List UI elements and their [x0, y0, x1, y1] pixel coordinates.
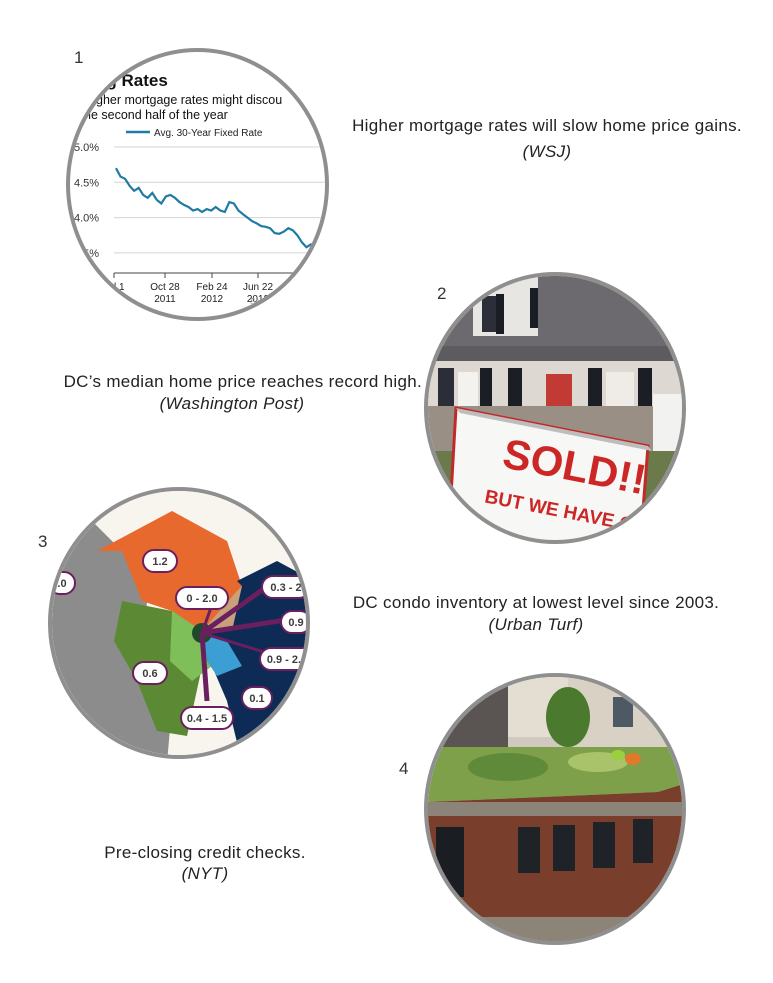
- headline-1: Higher mortgage rates will slow home pri…: [352, 116, 742, 135]
- map-label-text: 0.9: [288, 617, 303, 629]
- map-label-bubble: [142, 549, 178, 573]
- item-caption-2: DC’s median home price reaches record hi…: [42, 372, 422, 414]
- item-number-1: 1: [74, 48, 84, 67]
- chart-subtitle-1: gher mortgage rates might discou: [96, 93, 282, 107]
- x-tick-label: 2012: [247, 294, 270, 305]
- y-tick-label: 3.5%: [74, 248, 99, 260]
- dc-map-circle: 1.2 0 - 2.0 0.3 - 2 0.9 0.9 - 2.4 0.6 0.1 0.4 -…: [48, 487, 310, 759]
- map-label-bubble: [132, 661, 168, 685]
- chart-y-ticks: 5.0% 4.5% 4.0% 3.5%: [74, 142, 99, 260]
- map-label-text: 0.3 - 2: [270, 582, 301, 594]
- chart-title: ng Rates: [96, 71, 168, 90]
- green-roof-photo-circle: [424, 673, 686, 945]
- map-label-bubble: [180, 706, 234, 730]
- rate-series-line: [115, 167, 321, 252]
- source-3: (Urban Turf): [488, 615, 584, 634]
- map-label-text: 0 - 2.0: [186, 593, 217, 605]
- map-label-text: .0: [57, 578, 66, 590]
- y-tick-label: 4.5%: [74, 177, 99, 189]
- headline-2: DC’s median home price reaches record hi…: [63, 372, 422, 391]
- map-labels: 1.2 0 - 2.0 0.3 - 2 0.9 0.9 - 2.4 0.6 0.1 0.4 -…: [52, 549, 308, 730]
- x-tick-label: Oct 28: [150, 282, 180, 293]
- map-label-bubble: [175, 586, 229, 610]
- sold-sign-photo-circle: SOLD!! BUT WE HAVE OTHERS: [424, 272, 686, 544]
- map-label-text: 0.1: [249, 693, 264, 705]
- map-label-bubble: [241, 686, 273, 710]
- map-label-bubble: [261, 575, 306, 599]
- x-tick-label: 11: [109, 294, 120, 305]
- sold-sign-photo: SOLD!! BUT WE HAVE OTHERS: [428, 276, 682, 540]
- map-label-text: 0.4 - 1.5: [187, 713, 227, 725]
- map-label-text: 0.6: [142, 668, 157, 680]
- y-tick-label: 5.0%: [74, 142, 99, 154]
- chart-gridlines: [114, 146, 325, 274]
- x-tick-label: 2011: [154, 294, 176, 305]
- chart-source: Sour: [250, 297, 267, 306]
- item-number-4: 4: [399, 759, 409, 778]
- item-number-2: 2: [437, 284, 447, 303]
- headline-4: Pre-closing credit checks.: [104, 843, 306, 862]
- item-caption-1: Higher mortgage rates will slow home pri…: [338, 116, 756, 162]
- headline-3: DC condo inventory at lowest level since…: [352, 593, 720, 612]
- map-label-text: 1.2: [152, 556, 167, 568]
- x-tick-label: C: [294, 282, 301, 293]
- source-4: (NYT): [181, 864, 229, 883]
- green-roof-photo: [428, 677, 682, 941]
- x-tick-label: Jun 22: [243, 282, 273, 293]
- map-label-bubble: [259, 647, 306, 671]
- item-number-3: 3: [38, 532, 48, 551]
- source-2: (Washington Post): [159, 394, 305, 413]
- x-tick-label: Feb 24: [196, 282, 228, 293]
- chart-subtitle-2: he second half of the year: [84, 108, 228, 122]
- y-tick-label: 4.0%: [74, 213, 99, 225]
- chart-image-circle: ng Rates gher mortgage rates might disco…: [66, 48, 329, 321]
- item-caption-4: Pre-closing credit checks. (NYT): [100, 843, 310, 884]
- item-caption-3: DC condo inventory at lowest level since…: [326, 593, 746, 635]
- x-tick-label: Jul 1: [103, 282, 125, 293]
- legend-label: Avg. 30-Year Fixed Rate: [154, 128, 263, 139]
- map-label-text: 0.9 - 2.4: [267, 654, 308, 666]
- source-1: (WSJ): [522, 142, 572, 161]
- mortgage-rate-chart: ng Rates gher mortgage rates might disco…: [74, 71, 325, 306]
- dc-inventory-map: 1.2 0 - 2.0 0.3 - 2 0.9 0.9 - 2.4 0.6 0.1 0.4 -…: [52, 491, 308, 755]
- map-label-bubble: [280, 610, 306, 634]
- x-tick-label: 2012: [201, 294, 224, 305]
